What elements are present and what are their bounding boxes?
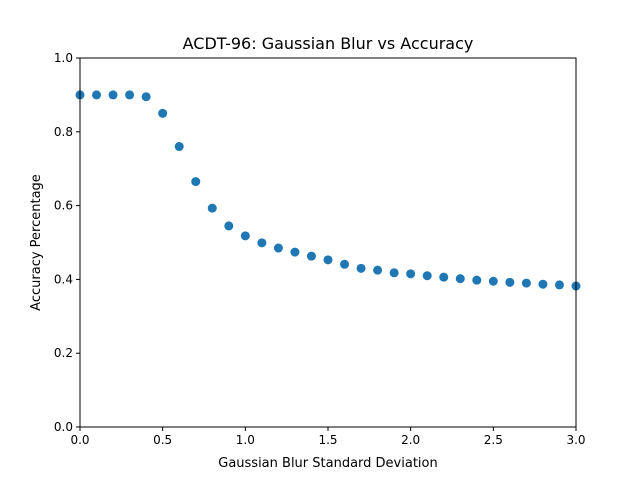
y-tick-label: 0.4 — [54, 272, 73, 286]
x-tick-label: 3.0 — [566, 433, 585, 447]
data-point — [158, 108, 168, 118]
y-tick-label: 0.0 — [54, 420, 73, 434]
data-point — [306, 251, 316, 261]
y-axis-ticks: 0.0 0.2 0.4 0.6 0.8 1.0 — [54, 51, 80, 434]
x-tick-label: 0.0 — [70, 433, 89, 447]
data-point — [373, 265, 383, 275]
data-point — [340, 259, 350, 269]
data-point — [92, 90, 102, 100]
data-point — [207, 203, 217, 213]
y-tick-label: 0.8 — [54, 125, 73, 139]
data-point — [290, 247, 300, 257]
data-point — [554, 280, 564, 290]
data-point — [125, 90, 135, 100]
data-point — [472, 275, 482, 285]
data-point — [455, 274, 465, 284]
x-tick-label: 1.0 — [236, 433, 255, 447]
data-point — [174, 142, 184, 152]
data-point — [389, 268, 399, 278]
y-axis-label: Accuracy Percentage — [29, 174, 44, 311]
x-tick-label: 2.0 — [401, 433, 420, 447]
data-point — [505, 277, 515, 287]
data-point — [257, 238, 267, 248]
data-points — [75, 90, 581, 291]
x-axis-label: Gaussian Blur Standard Deviation — [218, 456, 437, 471]
data-point — [488, 276, 498, 286]
y-tick-label: 1.0 — [54, 51, 73, 65]
data-point — [141, 92, 151, 102]
x-tick-label: 0.5 — [153, 433, 172, 447]
data-point — [191, 177, 201, 187]
y-tick-label: 0.6 — [54, 199, 73, 213]
data-point — [439, 272, 449, 282]
data-point — [224, 221, 234, 231]
x-tick-label: 2.5 — [484, 433, 503, 447]
y-tick-label: 0.2 — [54, 346, 73, 360]
data-point — [323, 255, 333, 265]
data-point — [356, 263, 366, 273]
data-point — [406, 269, 416, 279]
x-axis-ticks: 0.0 0.5 1.0 1.5 2.0 2.5 3.0 — [70, 427, 586, 447]
data-point — [273, 243, 283, 253]
data-point — [240, 231, 250, 241]
data-point — [422, 271, 432, 281]
data-point — [108, 90, 118, 100]
chart-title: ACDT-96: Gaussian Blur vs Accuracy — [183, 34, 474, 53]
data-point — [521, 278, 531, 288]
data-point — [538, 279, 548, 289]
x-tick-label: 1.5 — [318, 433, 337, 447]
